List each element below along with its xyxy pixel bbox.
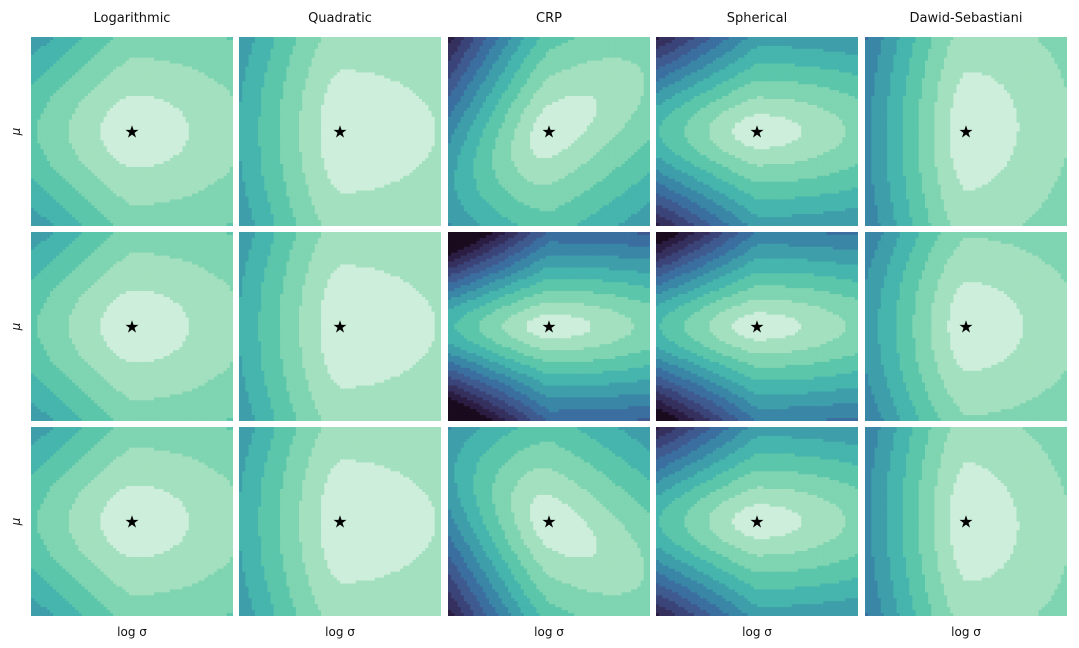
optimum-star-marker-r2-c1: ★	[332, 513, 347, 533]
xlabel-col-4: log σ	[951, 625, 981, 639]
optimum-star-marker-r0-c2: ★	[541, 123, 556, 143]
xlabel-col-1: log σ	[325, 625, 355, 639]
column-title-3: Spherical	[727, 11, 787, 26]
optimum-star-marker-r1-c3: ★	[749, 318, 764, 338]
optimum-star-marker-r1-c2: ★	[541, 318, 556, 338]
optimum-star-marker-r2-c0: ★	[124, 513, 139, 533]
ylabel-row-0: μ	[9, 127, 23, 136]
optimum-star-marker-r0-c4: ★	[958, 123, 973, 143]
column-title-0: Logarithmic	[94, 11, 171, 26]
optimum-star-marker-r1-c0: ★	[124, 318, 139, 338]
optimum-star-marker-r2-c2: ★	[541, 513, 556, 533]
xlabel-col-2: log σ	[534, 625, 564, 639]
xlabel-col-0: log σ	[117, 625, 147, 639]
optimum-star-marker-r0-c3: ★	[749, 123, 764, 143]
column-title-4: Dawid-Sebastiani	[910, 11, 1023, 26]
optimum-star-marker-r2-c3: ★	[749, 513, 764, 533]
optimum-star-marker-r0-c0: ★	[124, 123, 139, 143]
optimum-star-marker-r1-c4: ★	[958, 318, 973, 338]
optimum-star-marker-r0-c1: ★	[332, 123, 347, 143]
ylabel-row-1: μ	[9, 322, 23, 331]
optimum-star-marker-r2-c4: ★	[958, 513, 973, 533]
xlabel-col-3: log σ	[742, 625, 772, 639]
column-title-1: Quadratic	[308, 11, 372, 26]
column-title-2: CRP	[536, 11, 562, 26]
optimum-star-marker-r1-c1: ★	[332, 318, 347, 338]
ylabel-row-2: μ	[9, 517, 23, 526]
